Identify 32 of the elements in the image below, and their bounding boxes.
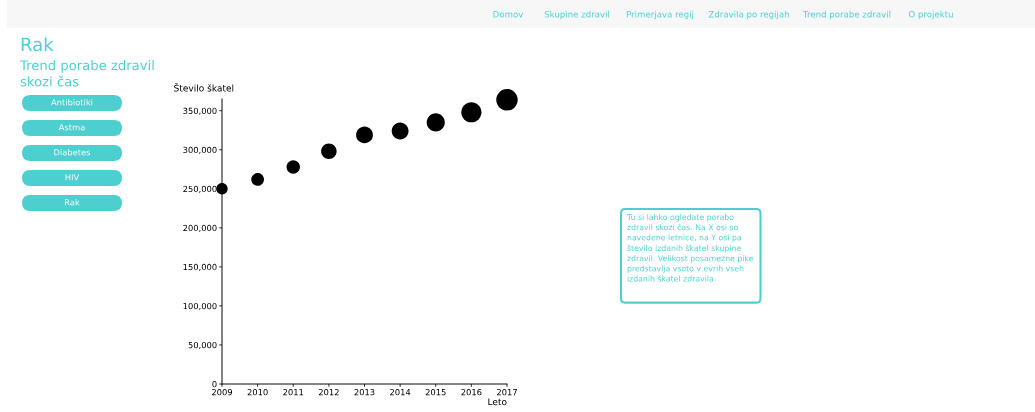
text: Rak — [65, 198, 80, 206]
x-tick-label: 2012 — [318, 389, 339, 396]
y-tick-label: 150,000 — [183, 263, 217, 272]
text: Rak — [21, 37, 54, 52]
y-tick-label: 50,000 — [188, 341, 217, 350]
text: Skupine zdravil — [544, 10, 610, 20]
text: Astma — [58, 124, 85, 131]
text: Diabetes — [54, 148, 91, 156]
text: Trend porabe zdravil skozi čas — [19, 60, 154, 87]
y-tick-label: 350,000 — [183, 107, 217, 115]
text: HIV — [65, 174, 80, 181]
y-tick-label: 300,000 — [183, 146, 217, 154]
x-axis-title: Leto — [488, 398, 507, 406]
x-tick-label: 2014 — [390, 389, 411, 396]
x-tick-label: 2017 — [497, 389, 517, 396]
y-tick-label: 0 — [212, 380, 217, 388]
x-tick-label: 2016 — [461, 389, 482, 396]
y-tick-label: 250,000 — [183, 185, 217, 193]
x-tick-label: 2011 — [283, 389, 304, 396]
x-tick-label: 2009 — [212, 389, 233, 396]
x-tick-label: 2015 — [425, 389, 446, 396]
text: Zdravila po regijah — [708, 10, 789, 20]
text: Trend porabe zdravil — [802, 10, 891, 20]
x-tick-label: 2013 — [354, 389, 375, 396]
y-tick-label: 100,000 — [183, 302, 217, 311]
y-axis-title: Število škatel — [174, 83, 234, 92]
y-tick-label: 200,000 — [183, 224, 217, 232]
x-tick-label: 2010 — [247, 389, 268, 396]
text: Antibiotiki — [51, 98, 93, 106]
text: Primerjava regij — [626, 10, 694, 20]
text: Domov — [493, 11, 524, 18]
text: O projektu — [908, 10, 953, 20]
